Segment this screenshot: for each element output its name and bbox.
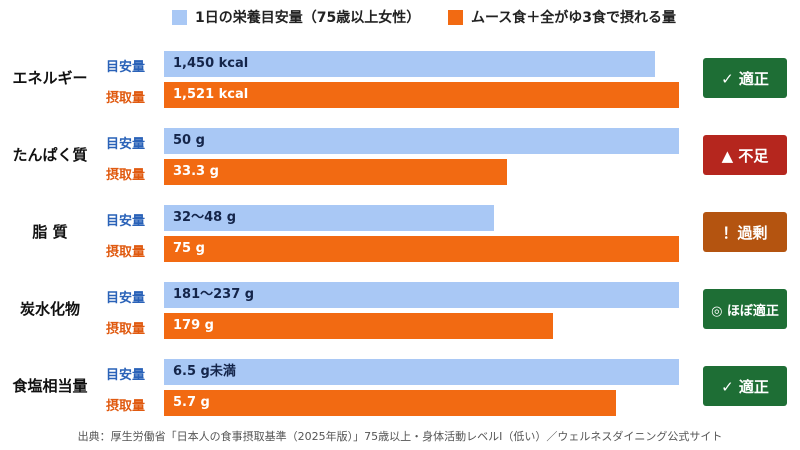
legend: 1日の栄養目安量（75歳以上女性） ムース食＋全がゆ3食で摂れる量 xyxy=(0,7,800,29)
nutrient-label: エネルギー xyxy=(12,69,88,87)
intake-row-label: 摂取量 xyxy=(105,91,145,106)
target-row-label: 目安量 xyxy=(105,137,145,152)
target-value-label: 1,450 kcal xyxy=(173,56,249,71)
legend-item-target: 1日の栄養目安量（75歳以上女性） xyxy=(172,7,420,27)
target-bar xyxy=(164,128,679,154)
target-value-label: 181～237 g xyxy=(173,287,255,302)
nutrient-label: 炭水化物 xyxy=(19,300,80,318)
target-row-label: 目安量 xyxy=(105,214,145,229)
intake-bar xyxy=(164,82,679,108)
intake-row-label: 摂取量 xyxy=(105,245,145,260)
intake-bar xyxy=(164,236,679,262)
intake-row-label: 摂取量 xyxy=(105,168,145,183)
status-badge: ！過剰 xyxy=(703,212,787,252)
target-value-label: 32～48 g xyxy=(173,210,237,225)
intake-value-label: 75 g xyxy=(173,241,205,256)
nutrient-label: たんぱく質 xyxy=(12,146,88,164)
intake-value-label: 33.3 g xyxy=(173,164,219,179)
intake-value-label: 179 g xyxy=(173,318,214,333)
intake-value-label: 5.7 g xyxy=(173,395,210,410)
target-value-label: 6.5 g未満 xyxy=(173,364,236,379)
intake-value-label: 1,521 kcal xyxy=(173,87,249,102)
legend-label-intake: ムース食＋全がゆ3食で摂れる量 xyxy=(471,10,677,26)
target-value-label: 50 g xyxy=(173,133,205,148)
intake-bar xyxy=(164,313,553,339)
intake-row-label: 摂取量 xyxy=(105,399,145,414)
intake-bar xyxy=(164,390,616,416)
status-badge: ▲ 不足 xyxy=(703,135,787,175)
target-row-label: 目安量 xyxy=(105,368,145,383)
legend-swatch-target xyxy=(172,9,187,25)
status-badge: ◎ ほぼ適正 xyxy=(703,289,787,329)
legend-label-target: 1日の栄養目安量（75歳以上女性） xyxy=(195,10,421,26)
intake-row-label: 摂取量 xyxy=(105,322,145,337)
status-badge: ✓ 適正 xyxy=(703,366,787,406)
target-bar xyxy=(164,51,655,77)
nutrient-label: 脂 質 xyxy=(32,223,68,241)
target-row-label: 目安量 xyxy=(105,291,145,306)
source-note: 出典：厚生労働省「日本人の食事摂取基準（2025年版）」75歳以上・身体活動レベ… xyxy=(77,430,723,443)
target-bar xyxy=(164,282,679,308)
target-bar xyxy=(164,205,494,231)
status-badge: ✓ 適正 xyxy=(703,58,787,98)
target-row-label: 目安量 xyxy=(105,60,145,75)
target-bar xyxy=(164,359,679,385)
legend-item-intake: ムース食＋全がゆ3食で摂れる量 xyxy=(448,7,676,27)
nutrient-label: 食塩相当量 xyxy=(12,377,88,395)
legend-swatch-intake xyxy=(448,9,463,25)
intake-bar xyxy=(164,159,507,185)
